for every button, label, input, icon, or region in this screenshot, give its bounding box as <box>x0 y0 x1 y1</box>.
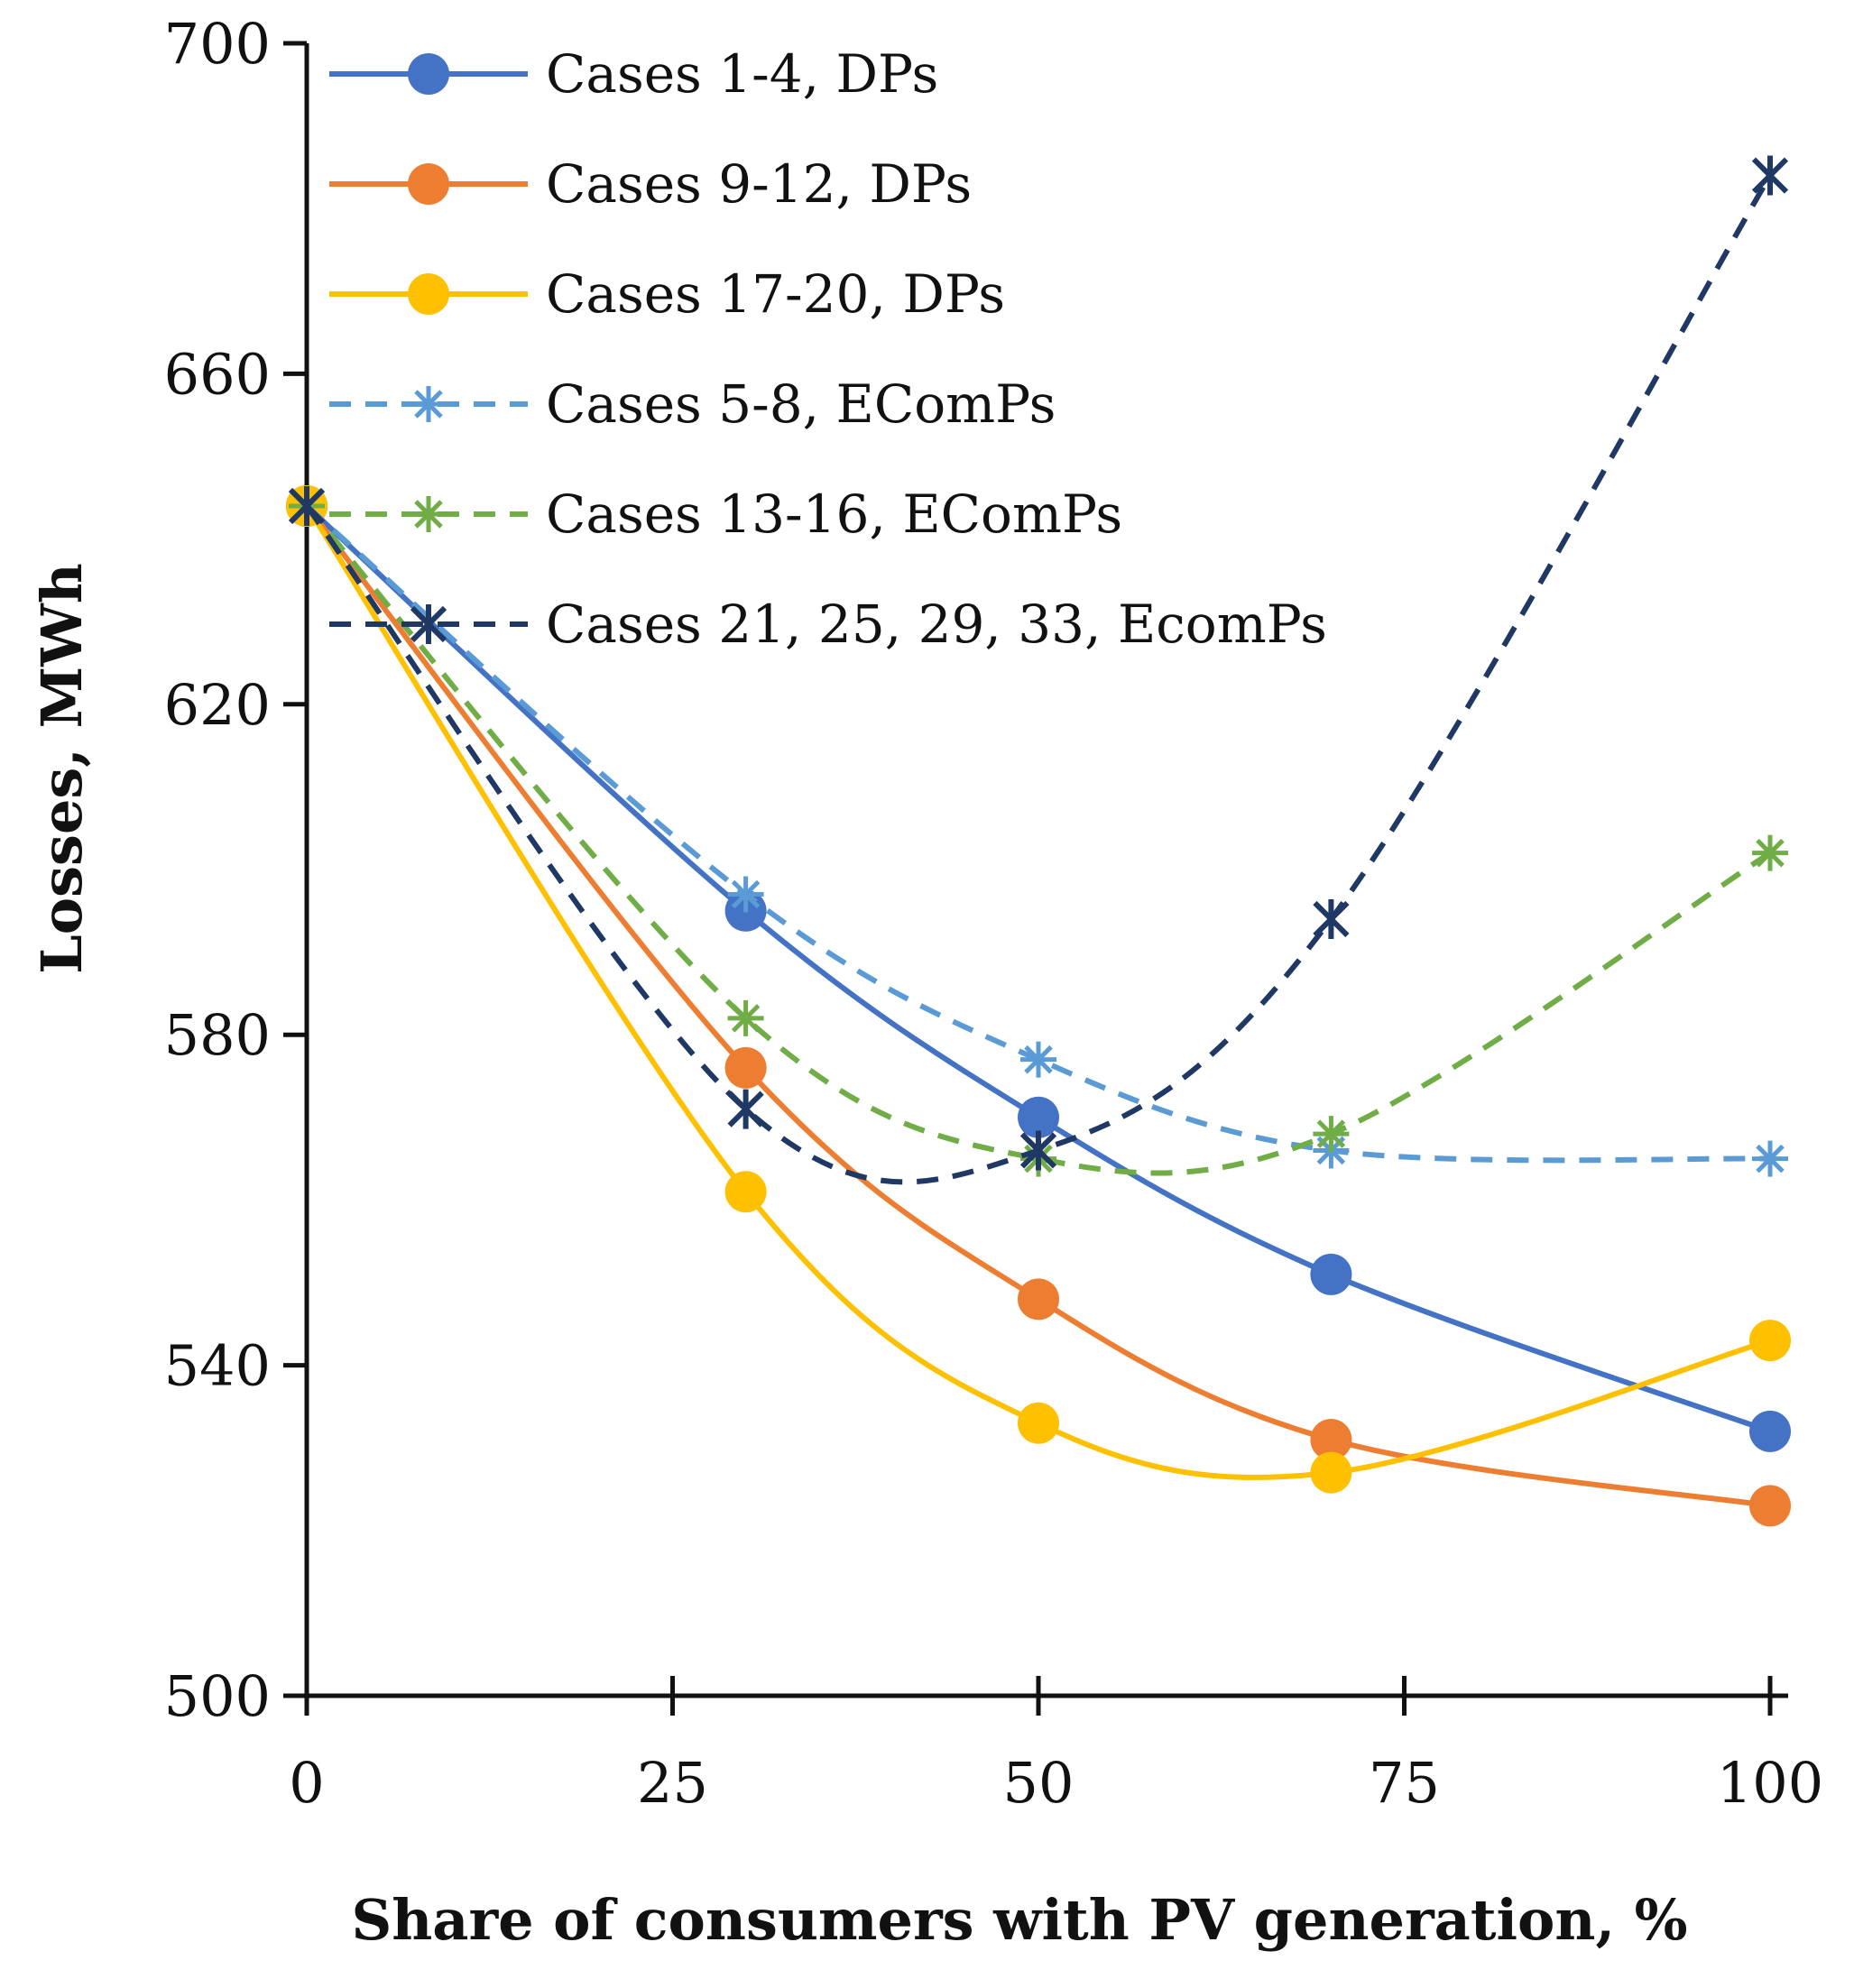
legend-entry-6: Cases 21, 25, 29, 33, EcomPs <box>329 594 1327 655</box>
data-point <box>1310 1253 1352 1295</box>
x-tick-label: 50 <box>1003 1750 1075 1816</box>
data-point <box>1749 1410 1791 1452</box>
y-axis-title: Losses, MWh <box>29 563 95 974</box>
y-tick-label: 540 <box>164 1333 271 1399</box>
series-2 <box>286 484 1791 1527</box>
axes-layer: 500 540 580 620 660 700 0 25 50 75 100 <box>164 11 1824 1816</box>
legend-marker <box>408 273 449 315</box>
series-line-4 <box>305 503 1771 1164</box>
data-point <box>1018 1402 1059 1444</box>
x-axis-title: Share of consumers with PV generation, % <box>351 1887 1687 1953</box>
legend-marker <box>410 604 447 644</box>
legend-marker <box>410 386 447 422</box>
data-point <box>724 1046 767 1089</box>
series-4 <box>289 487 1788 1177</box>
data-point <box>1313 898 1350 939</box>
data-point <box>1018 1096 1059 1138</box>
data-point <box>1018 1278 1059 1321</box>
legend-label: Cases 13-16, EComPs <box>546 483 1122 545</box>
legend-label: Cases 5-8, EComPs <box>546 373 1056 435</box>
data-point <box>727 999 764 1036</box>
x-tick-label: 100 <box>1717 1750 1823 1816</box>
legend-label: Cases 1-4, DPs <box>546 43 938 105</box>
y-tick-label: 700 <box>164 11 271 77</box>
x-tick-label: 0 <box>289 1750 324 1816</box>
data-point <box>727 1089 764 1129</box>
legend-marker <box>410 496 447 532</box>
legend-marker <box>408 53 449 95</box>
legend-entry-1: Cases 1-4, DPs <box>329 43 938 105</box>
legend-entry-5: Cases 13-16, EComPs <box>329 483 1122 545</box>
data-point <box>1313 1116 1350 1153</box>
y-tick-label: 620 <box>164 672 271 738</box>
series-3 <box>286 484 1791 1494</box>
data-point <box>1752 834 1788 871</box>
data-point <box>1749 1320 1791 1362</box>
legend-entry-3: Cases 17-20, DPs <box>329 263 1005 325</box>
y-tick-label: 580 <box>164 1002 271 1068</box>
series-layer <box>286 155 1791 1527</box>
data-point <box>1749 1485 1791 1527</box>
data-point <box>288 485 326 526</box>
data-point <box>1019 1130 1057 1171</box>
legend-entry-2: Cases 9-12, DPs <box>329 153 972 215</box>
data-point <box>727 876 764 913</box>
legend-label: Cases 17-20, DPs <box>546 263 1005 325</box>
legend-label: Cases 9-12, DPs <box>546 153 972 215</box>
legend-marker <box>408 163 449 205</box>
legend-entry-4: Cases 5-8, EComPs <box>329 373 1056 435</box>
legend-label: Cases 21, 25, 29, 33, EcomPs <box>546 594 1327 655</box>
series-6 <box>288 155 1789 1185</box>
x-tick-label: 25 <box>637 1750 708 1816</box>
data-point <box>1310 1419 1352 1461</box>
series-line-3 <box>304 502 1773 1480</box>
legend: Cases 1-4, DPs Cases 9-12, DPs Cases 17-20… <box>329 43 1327 655</box>
data-point <box>724 1171 767 1213</box>
data-point <box>1752 1140 1788 1177</box>
data-point <box>1751 155 1789 196</box>
data-point <box>1020 1041 1056 1078</box>
y-tick-label: 500 <box>164 1663 271 1729</box>
y-tick-label: 660 <box>164 341 271 407</box>
x-tick-label: 75 <box>1369 1750 1440 1816</box>
data-point <box>1310 1451 1352 1494</box>
series-line-6 <box>304 174 1773 1185</box>
series-line-2 <box>304 502 1773 1509</box>
